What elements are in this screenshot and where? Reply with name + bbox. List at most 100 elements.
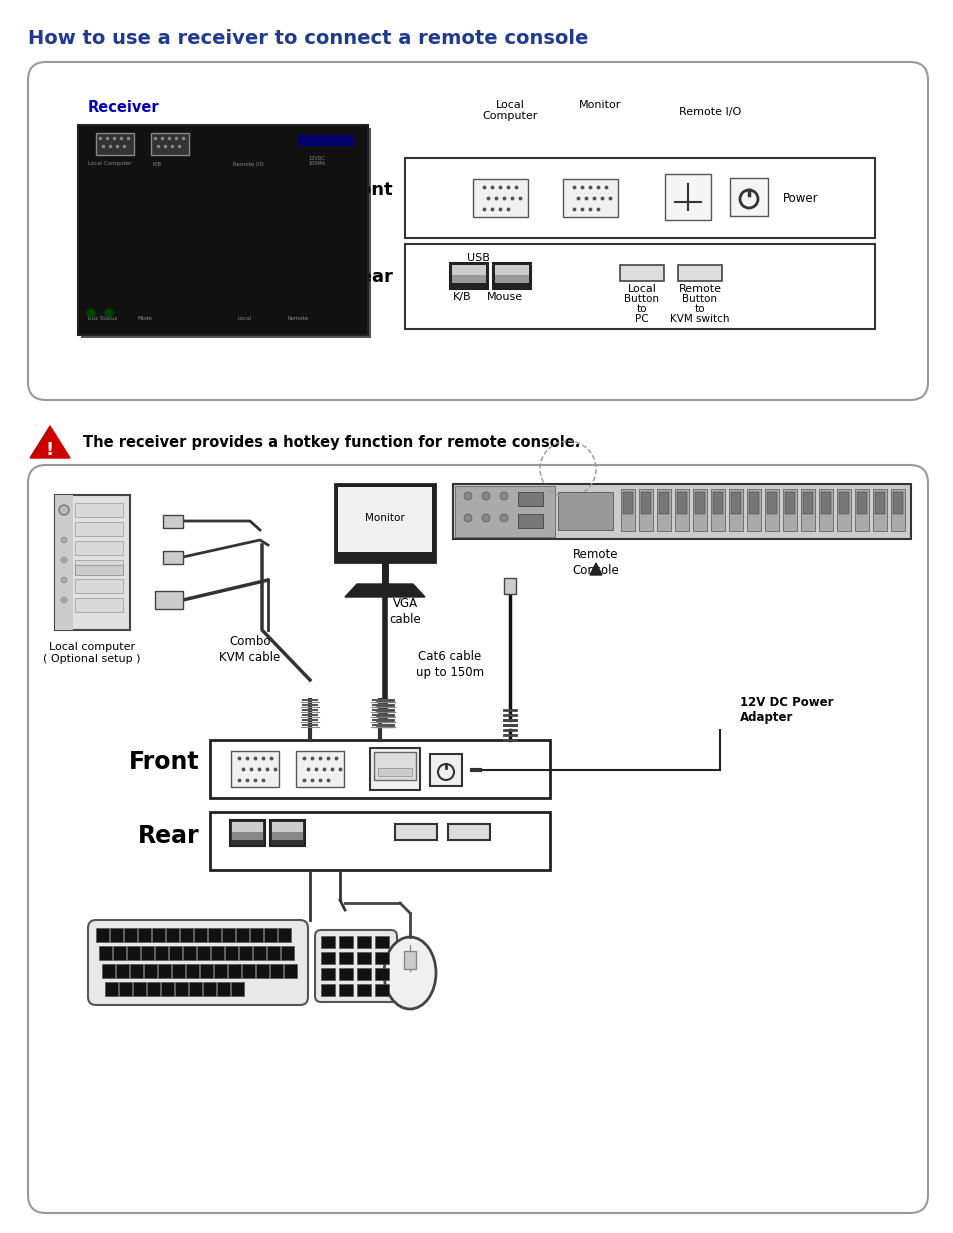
Ellipse shape [384,937,436,1009]
Bar [228,964,241,978]
FancyBboxPatch shape [88,920,308,1005]
Text: Remote
Console: Remote Console [572,547,618,577]
Text: Local computer
( Optional setup ): Local computer ( Optional setup ) [43,642,141,665]
Bar [96,928,109,942]
Bar [782,490,796,531]
Bar [75,598,123,612]
Bar [766,492,776,514]
Text: Remote: Remote [288,316,309,321]
Bar [495,265,529,275]
Bar [96,133,133,155]
Polygon shape [589,563,601,575]
Bar [222,928,234,942]
Bar [196,946,210,961]
Text: Local: Local [627,284,656,293]
Bar [235,928,249,942]
Bar [874,492,884,514]
Circle shape [463,492,472,501]
Bar [284,964,296,978]
Bar [337,487,432,552]
Bar [558,492,613,530]
Bar [375,968,389,980]
Bar [338,968,353,980]
Bar [75,541,123,555]
Bar [395,824,436,840]
Bar [253,946,266,961]
Bar [320,936,335,948]
Bar [272,822,303,832]
Bar [657,490,670,531]
Bar [405,158,874,238]
Bar [295,751,344,787]
Bar [356,968,371,980]
Bar [250,928,263,942]
Circle shape [481,514,490,522]
Bar [75,560,123,575]
Bar [203,981,215,996]
Bar [639,490,652,531]
Bar [211,946,224,961]
Text: The receiver provides a hotkey function for remote console.: The receiver provides a hotkey function … [83,434,579,450]
Bar [183,946,195,961]
Bar [239,946,252,961]
Bar [453,485,910,539]
Bar [189,981,202,996]
Bar [338,936,353,948]
Bar [821,492,830,514]
Bar [784,492,794,514]
Text: Mouse: Mouse [486,292,522,302]
Bar [854,490,868,531]
Text: Remote I/O: Remote I/O [679,107,740,117]
Bar [172,964,185,978]
Bar [158,964,171,978]
Bar [116,964,129,978]
Text: Remote: Remote [678,284,720,293]
Bar [335,552,435,562]
Text: Receiver: Receiver [88,100,159,115]
Text: Remote I/O: Remote I/O [233,162,263,166]
Bar [99,946,112,961]
Text: Front: Front [339,181,393,199]
Bar [335,485,435,562]
Bar [356,936,371,948]
Bar [728,490,742,531]
Bar [141,946,153,961]
Bar [620,490,635,531]
Bar [174,981,188,996]
Bar [619,265,663,281]
Text: Rear: Rear [346,268,393,286]
Bar [503,578,516,594]
Circle shape [61,577,67,583]
Bar [127,946,140,961]
Text: Local Computer: Local Computer [88,162,132,166]
Bar [872,490,886,531]
FancyBboxPatch shape [28,62,927,399]
Bar [892,492,902,514]
Bar [640,492,650,514]
Circle shape [105,309,112,317]
Bar [231,751,278,787]
Bar [154,946,168,961]
Bar [712,492,722,514]
Circle shape [61,538,67,543]
Text: Rear: Rear [138,824,200,848]
Bar [562,179,618,217]
Bar [230,820,265,846]
Bar [517,514,542,528]
Bar [119,981,132,996]
Bar [208,928,221,942]
Bar [473,179,527,217]
Bar [78,125,368,335]
Bar [193,928,207,942]
Circle shape [499,514,507,522]
Bar [764,490,779,531]
Bar [374,752,416,780]
Bar [231,981,244,996]
FancyBboxPatch shape [314,930,396,1002]
Bar [105,981,118,996]
Text: Mode: Mode [138,316,152,321]
Circle shape [59,506,69,515]
Bar [493,263,531,289]
Bar [377,768,412,776]
Bar [729,178,767,216]
